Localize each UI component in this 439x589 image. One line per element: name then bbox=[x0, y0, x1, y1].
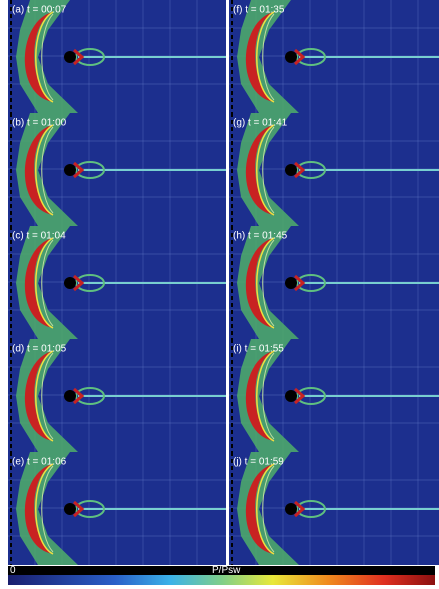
panel-label: (e) t = 01:06 bbox=[12, 457, 67, 468]
figure: (a) t = 00:07 (b) t = 01:00 (c) t = 01:04 (… bbox=[0, 0, 439, 589]
panel-label: (g) t = 01:41 bbox=[233, 118, 288, 129]
simulation-panel bbox=[229, 226, 439, 339]
simulation-panel bbox=[229, 452, 439, 565]
panel-label: (a) t = 00:07 bbox=[12, 5, 67, 16]
simulation-panel bbox=[8, 339, 226, 452]
simulation-panel bbox=[229, 113, 439, 226]
colorbar-title: P/Psw bbox=[212, 565, 241, 576]
simulation-panel bbox=[8, 113, 226, 226]
panel-grid: (a) t = 00:07 (b) t = 01:00 (c) t = 01:04 (… bbox=[8, 0, 439, 565]
colorbar bbox=[8, 575, 435, 585]
colorbar-min: 0 bbox=[10, 565, 16, 576]
simulation-panel bbox=[229, 339, 439, 452]
panel-label: (b) t = 01:00 bbox=[12, 118, 67, 129]
panel-label: (h) t = 01:45 bbox=[233, 231, 288, 242]
panel-label: (i) t = 01:55 bbox=[233, 344, 284, 355]
panel-label: (f) t = 01:35 bbox=[233, 5, 285, 16]
panel-label: (c) t = 01:04 bbox=[12, 231, 66, 242]
panel-label: (j) t = 01:59 bbox=[233, 457, 284, 468]
simulation-panel bbox=[8, 226, 226, 339]
panel-label: (d) t = 01:05 bbox=[12, 344, 67, 355]
simulation-panel bbox=[8, 0, 226, 113]
simulation-panel bbox=[229, 0, 439, 113]
simulation-panel bbox=[8, 452, 226, 565]
